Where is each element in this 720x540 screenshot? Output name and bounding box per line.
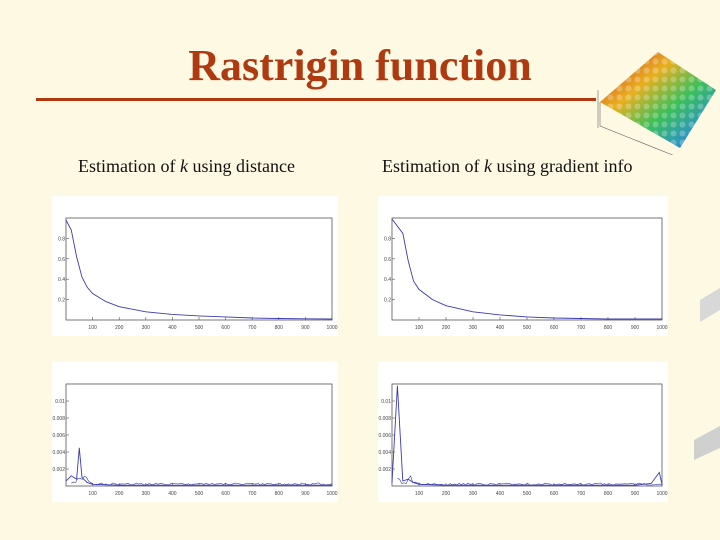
series-line (65, 219, 333, 320)
x-tick-label: 800 (275, 325, 284, 331)
y-tick-label: 0.01 (381, 399, 391, 405)
left-caption: Estimation of k using distance (78, 156, 295, 176)
y-tick-label: 0.008 (52, 416, 65, 422)
plot-gradient-k: 100 200 300 400 500 600 700 800 900 1000 0.2 0.4 0.6… (378, 196, 668, 336)
chart-0: 100 200 300 400 500 600 700 800 900 1000 0.2 0.4 0.6… (58, 217, 338, 331)
x-tick-label: 1000 (326, 491, 337, 497)
plot-frame (391, 383, 663, 487)
x-tick-label: 1000 (656, 325, 667, 331)
slide-title: Rastrigin function (188, 41, 532, 90)
y-tick-label: 0.8 (58, 236, 65, 242)
x-tick-label: 400 (496, 325, 505, 331)
series-line (65, 447, 332, 486)
x-tick-label: 300 (469, 491, 478, 497)
x-tick-label: 500 (195, 325, 204, 331)
x-tick-label: 900 (631, 491, 640, 497)
decorative-stripes (694, 288, 720, 460)
x-tick-label: 600 (221, 325, 230, 331)
x-tick-label: 300 (469, 325, 478, 331)
y-tick-label: 0.006 (378, 433, 391, 439)
right-caption: Estimation of k using gradient info (382, 156, 633, 176)
series-noise (397, 475, 663, 486)
x-tick-label: 800 (275, 491, 284, 497)
x-tick-label: 1000 (326, 325, 337, 331)
chart-2: 100 200 300 400 500 600 700 800 900 1000 0.002 0.00… (52, 383, 338, 497)
series-noise (71, 475, 333, 486)
x-tick-label: 500 (523, 491, 532, 497)
y-tick-label: 0.006 (52, 433, 65, 439)
x-tick-label: 300 (142, 491, 151, 497)
x-tick-label: 400 (496, 491, 505, 497)
x-tick-label: 600 (221, 491, 230, 497)
x-tick-label: 700 (577, 491, 586, 497)
x-tick-label: 700 (248, 491, 257, 497)
y-tick-label: 0.6 (384, 257, 391, 263)
title-underline (36, 98, 596, 101)
x-tick-label: 900 (301, 325, 310, 331)
x-tick-label: 800 (604, 491, 613, 497)
plot-distance-k: 100 200 300 400 500 600 700 800 900 1000 0.2 0.4 0.6… (52, 196, 338, 336)
x-tick-label: 200 (115, 491, 124, 497)
y-tick-label: 0.6 (58, 257, 65, 263)
x-tick-label: 400 (168, 491, 177, 497)
y-tick-label: 0.2 (384, 298, 391, 304)
x-tick-label: 200 (115, 325, 124, 331)
x-tick-label: 700 (248, 325, 257, 331)
x-tick-label: 800 (604, 325, 613, 331)
plot-frame (65, 217, 333, 321)
y-tick-label: 0.4 (384, 277, 391, 283)
y-tick-label: 0.002 (378, 467, 391, 473)
x-tick-label: 900 (301, 491, 310, 497)
y-tick-label: 0.01 (55, 399, 65, 405)
series-line (391, 218, 662, 320)
x-tick-label: 900 (631, 325, 640, 331)
y-tick-label: 0.2 (58, 298, 65, 304)
x-tick-label: 500 (195, 491, 204, 497)
plot-gradient-density: 100 200 300 400 500 600 700 800 900 1000 0.002 0.00… (378, 362, 668, 502)
y-tick-label: 0.008 (378, 416, 391, 422)
x-tick-label: 700 (577, 325, 586, 331)
x-tick-label: 1000 (656, 491, 667, 497)
x-tick-label: 600 (550, 325, 559, 331)
y-tick-label: 0.004 (52, 450, 65, 456)
plot-frame (391, 217, 663, 321)
x-tick-label: 200 (442, 325, 451, 331)
y-tick-label: 0.002 (52, 467, 65, 473)
x-tick-label: 100 (415, 491, 424, 497)
x-tick-label: 100 (88, 325, 97, 331)
x-tick-label: 400 (168, 325, 177, 331)
y-tick-label: 0.8 (384, 236, 391, 242)
y-tick-label: 0.004 (378, 450, 391, 456)
y-tick-label: 0.4 (58, 277, 65, 283)
chart-1: 100 200 300 400 500 600 700 800 900 1000 0.2 0.4 0.6… (384, 217, 668, 331)
chart-3: 100 200 300 400 500 600 700 800 900 1000 0.002 0.00… (378, 383, 668, 497)
x-tick-label: 600 (550, 491, 559, 497)
x-tick-label: 100 (88, 491, 97, 497)
x-tick-label: 200 (442, 491, 451, 497)
series-line (391, 385, 663, 486)
plot-frame (65, 383, 333, 487)
x-tick-label: 100 (415, 325, 424, 331)
plot-distance-density: 100 200 300 400 500 600 700 800 900 1000 0.002 0.00… (52, 362, 338, 502)
x-tick-label: 300 (142, 325, 151, 331)
x-tick-label: 500 (523, 325, 532, 331)
rastrigin-surface-thumbnail (588, 30, 718, 159)
